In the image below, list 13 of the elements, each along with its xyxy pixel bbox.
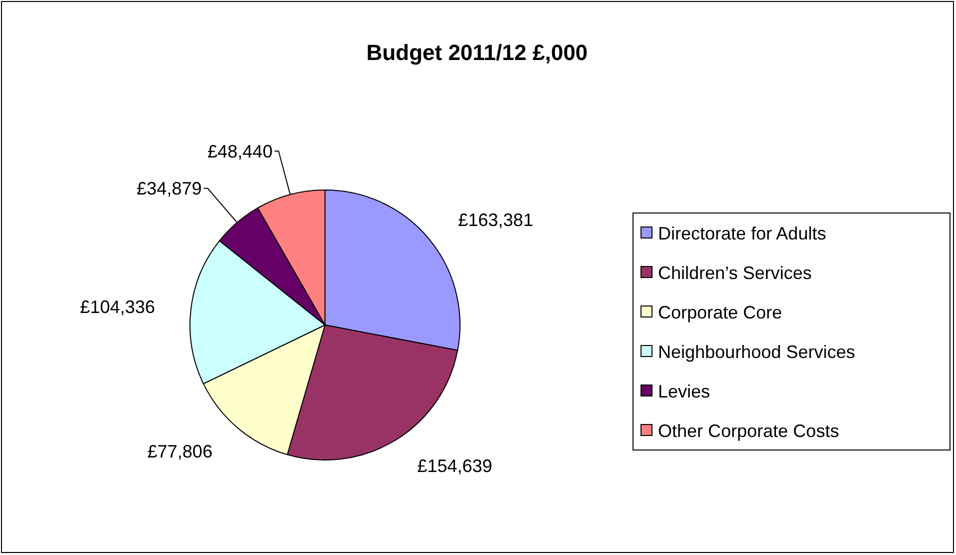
legend-label: Directorate for Adults [658, 223, 826, 244]
legend-label: Neighbourhood Services [658, 342, 856, 362]
data-label: £34,879 [136, 178, 202, 199]
data-label: £163,381 [458, 210, 534, 230]
data-label: £48,440 [208, 141, 273, 162]
legend-label: Corporate Core [658, 302, 782, 322]
data-label: £154,639 [417, 456, 492, 476]
legend-label: Children’s Services [658, 262, 812, 283]
legend-label: Other Corporate Costs [658, 420, 840, 441]
data-label: £77,806 [147, 441, 212, 462]
data-label: £104,336 [80, 296, 156, 317]
legend-label: Levies [658, 381, 710, 402]
chart-title: Budget 2011/12 £,000 [366, 40, 588, 65]
